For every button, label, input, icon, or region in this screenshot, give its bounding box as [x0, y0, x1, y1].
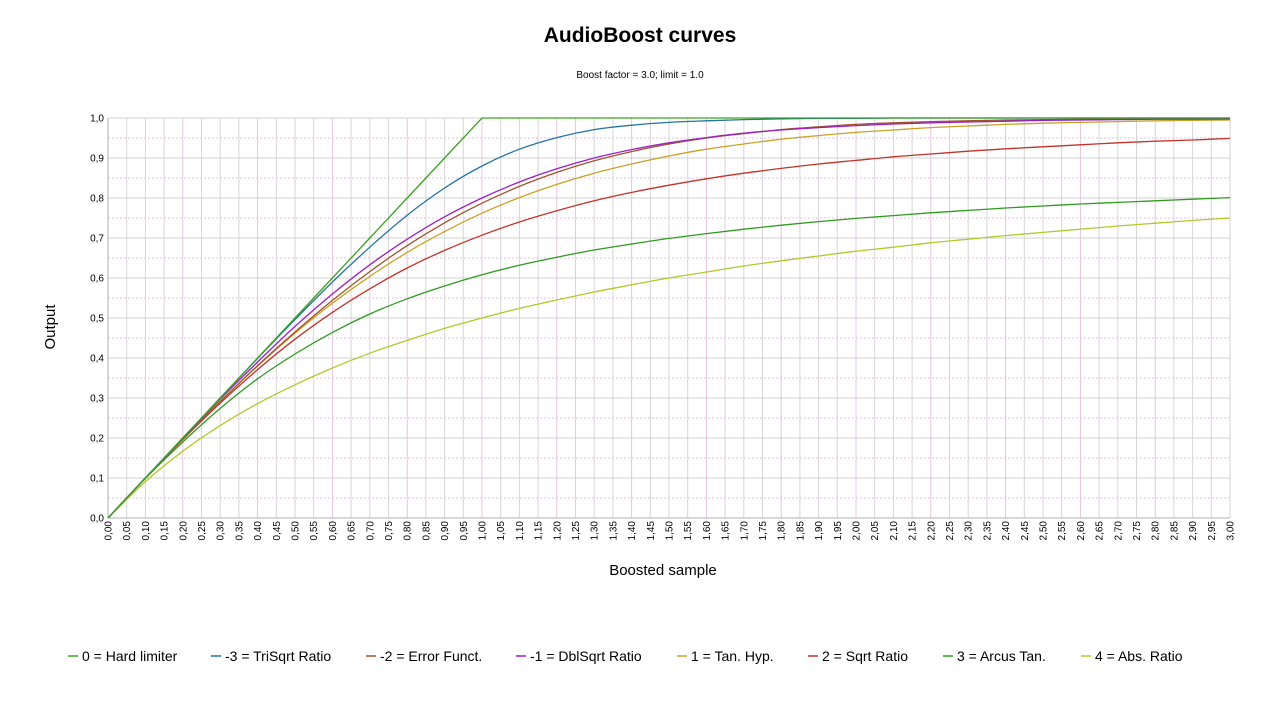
legend-label: 3 = Arcus Tan.: [957, 648, 1046, 664]
x-tick-label: 0,85: [421, 521, 432, 541]
x-tick-label: 2,30: [964, 521, 975, 541]
x-tick-label: 1,75: [758, 521, 769, 541]
x-axis-title: Boosted sample: [609, 562, 717, 579]
y-tick-label: 0,7: [90, 234, 104, 245]
y-tick-label: 0,8: [90, 194, 104, 205]
x-tick-label: 2,85: [1169, 521, 1180, 541]
x-tick-label: 1,40: [627, 521, 638, 541]
x-tick-label: 2,45: [1020, 521, 1031, 541]
x-tick-label: 1,90: [814, 521, 825, 541]
x-tick-label: 1,85: [795, 521, 806, 541]
x-tick-label: 2,25: [945, 521, 956, 541]
x-tick-label: 0,75: [384, 521, 395, 541]
x-tick-label: 2,20: [926, 521, 937, 541]
series-line: [107, 217, 1231, 519]
series-line: [107, 137, 1231, 519]
series-line: [107, 196, 1231, 519]
x-tick-label: 0,70: [365, 521, 376, 541]
x-tick-label: 1,00: [478, 521, 489, 541]
x-tick-label: 0,15: [160, 521, 171, 541]
x-tick-label: 2,00: [852, 521, 863, 541]
x-tick-label: 0,45: [272, 521, 283, 541]
series-line: [107, 117, 1230, 519]
series-line: [107, 118, 1231, 519]
legend: 0 = Hard limiter -3 = TriSqrt Ratio -2 = E…: [68, 648, 1183, 664]
x-tick-label: 1,60: [702, 521, 713, 541]
x-tick-label: 2,60: [1076, 521, 1087, 541]
x-tick-label: 0,60: [328, 521, 339, 541]
chart-subtitle: Boost factor = 3.0; limit = 1.0: [576, 70, 704, 81]
legend-label: 0 = Hard limiter: [82, 648, 178, 664]
x-tick-label: 2,55: [1057, 521, 1068, 541]
x-tick-label: 0,10: [141, 521, 152, 541]
legend-label: -1 = DblSqrt Ratio: [530, 648, 642, 664]
y-tick-label: 0,0: [90, 514, 104, 525]
chart-title: AudioBoost curves: [544, 24, 737, 47]
x-tick-label: 2,10: [889, 521, 900, 541]
y-axis-title: Output: [42, 304, 59, 350]
x-tick-label: 2,75: [1132, 521, 1143, 541]
x-tick-label: 2,05: [870, 521, 881, 541]
x-tick-label: 0,20: [178, 521, 189, 541]
x-tick-label: 0,65: [347, 521, 358, 541]
x-tick-label: 1,55: [683, 521, 694, 541]
series-line: [107, 117, 1230, 519]
y-tick-label: 0,2: [90, 434, 104, 445]
x-tick-label: 0,40: [253, 521, 264, 541]
x-tick-label: 0,55: [309, 521, 320, 541]
x-tick-label: 1,05: [496, 521, 507, 541]
x-tick-label: 1,65: [721, 521, 732, 541]
series-lines: [107, 117, 1231, 519]
x-tick-label: 2,70: [1113, 521, 1124, 541]
x-axis-ticks: 0,00 0,05 0,10 0,15 0,20 0,25 0,30 0,35 0,40 0,45…: [104, 521, 1237, 541]
series-line: [107, 119, 1231, 519]
x-tick-label: 1,95: [833, 521, 844, 541]
grid: [107, 117, 1231, 519]
x-tick-label: 1,35: [608, 521, 619, 541]
x-tick-label: 1,10: [515, 521, 526, 541]
x-tick-label: 2,35: [982, 521, 993, 541]
x-tick-label: 0,90: [440, 521, 451, 541]
legend-label: -3 = TriSqrt Ratio: [225, 648, 331, 664]
x-tick-label: 0,25: [197, 521, 208, 541]
x-tick-label: 2,95: [1207, 521, 1218, 541]
x-tick-label: 0,80: [403, 521, 414, 541]
x-tick-label: 1,15: [534, 521, 545, 541]
y-tick-label: 0,4: [90, 354, 104, 365]
y-axis-ticks: 0,0 0,1 0,2 0,3 0,4 0,5 0,6 0,7 0,8 0,9 1,0: [90, 114, 104, 525]
x-tick-label: 2,50: [1039, 521, 1050, 541]
legend-label: 1 = Tan. Hyp.: [691, 648, 774, 664]
y-tick-label: 0,1: [90, 474, 104, 485]
x-tick-label: 1,45: [646, 521, 657, 541]
legend-label: -2 = Error Funct.: [380, 648, 482, 664]
x-tick-label: 1,20: [552, 521, 563, 541]
y-tick-label: 0,5: [90, 314, 104, 325]
x-tick-label: 1,80: [777, 521, 788, 541]
x-tick-label: 1,50: [665, 521, 676, 541]
x-tick-label: 0,95: [459, 521, 470, 541]
x-tick-label: 0,30: [216, 521, 227, 541]
x-tick-label: 0,50: [291, 521, 302, 541]
x-tick-label: 1,70: [739, 521, 750, 541]
y-tick-label: 0,6: [90, 274, 104, 285]
x-tick-label: 2,90: [1188, 521, 1199, 541]
x-tick-label: 2,15: [908, 521, 919, 541]
x-tick-label: 3,00: [1226, 521, 1237, 541]
legend-label: 2 = Sqrt Ratio: [822, 648, 908, 664]
x-tick-label: 2,40: [1001, 521, 1012, 541]
x-tick-label: 0,00: [104, 521, 115, 541]
x-tick-label: 1,25: [571, 521, 582, 541]
y-tick-label: 0,9: [90, 154, 104, 165]
x-tick-label: 0,35: [234, 521, 245, 541]
y-tick-label: 1,0: [90, 114, 104, 125]
y-tick-label: 0,3: [90, 394, 104, 405]
x-tick-label: 2,80: [1151, 521, 1162, 541]
x-tick-label: 1,30: [590, 521, 601, 541]
x-tick-label: 2,65: [1095, 521, 1106, 541]
x-tick-label: 0,05: [122, 521, 133, 541]
legend-label: 4 = Abs. Ratio: [1095, 648, 1183, 664]
